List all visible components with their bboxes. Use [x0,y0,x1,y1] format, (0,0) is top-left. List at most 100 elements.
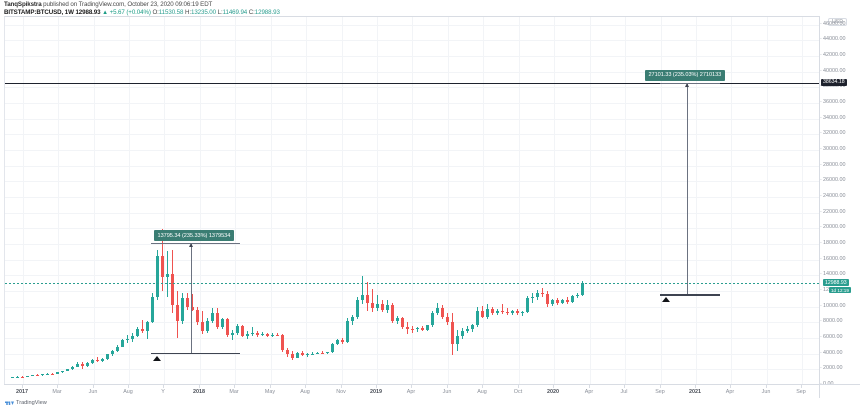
gridline-vertical [483,17,484,384]
candle-body [391,305,394,321]
measure-base-line[interactable] [660,294,720,296]
candle-body [526,298,529,313]
low-label: L: [217,9,223,16]
time-axis-separator [624,385,625,388]
price-axis-tick: -8000.00 [820,318,843,325]
time-axis-separator [270,385,271,388]
gridline-vertical [23,17,24,384]
price-axis-tick: -18000.00 [820,240,846,247]
time-axis-tick: Y [161,389,165,395]
time-axis-separator [447,385,448,388]
candle-body [291,354,294,358]
candle-body [196,309,199,323]
candle-body [331,344,334,353]
time-axis-separator [553,385,554,388]
time-axis-separator [411,385,412,388]
measure-arrow-shaft [191,243,193,353]
time-axis-tick: 2020 [547,389,559,395]
candle-body [71,366,74,370]
open-label: O: [152,9,159,16]
time-axis-separator [766,385,767,388]
candle-body [426,325,429,331]
candle-wick [377,294,378,312]
candle-body [496,310,499,313]
candle-wick [502,303,503,314]
candle-body [211,312,214,321]
axis-corner [819,384,860,398]
candle-body [336,340,339,345]
gridline-vertical [412,17,413,384]
candle-body [521,312,524,314]
candle-body [236,326,239,333]
candle-body [476,310,479,326]
candle-wick [322,351,323,355]
candle-body [296,353,299,358]
candle-body [431,312,434,326]
candle-body [266,334,269,336]
gridline-vertical [271,17,272,384]
gridline-vertical [519,17,520,384]
candle-body [146,321,149,331]
candle-body [256,333,259,335]
candle-wick [252,327,253,337]
candle-wick [412,326,413,334]
price-axis-tick: -28000.00 [820,161,846,168]
candle-body [191,306,194,310]
header-symbol-line: BITSTAMP:BTCUSD, 1W 12988.93 ▲ +5.67 (+0… [4,9,624,17]
price-axis[interactable]: USD -46000.00 -44000.00 -42000.00 -40000.00… [819,16,860,387]
time-axis[interactable]: 2017 Mar Jun Aug Y 2018 Mar May Aug Nov 2019 Apr Jun… [4,384,819,398]
chart-header: TanqSpikstra published on TradingView.co… [4,1,624,17]
candle-body [126,339,129,341]
measure-base-line[interactable] [151,352,240,355]
time-axis-tick: Sep [796,389,806,395]
symbol-title[interactable]: BITSTAMP:BTCUSD, 1W [4,9,74,16]
candle-body [491,309,494,313]
candle-wick [52,372,53,375]
time-axis-tick: Apr [584,389,594,395]
candle-body [301,353,304,356]
price-axis-tick: -16000.00 [820,255,846,262]
candle-body [416,328,419,330]
candle-body [246,334,249,336]
candle-wick [532,293,533,303]
candle-body [311,353,314,355]
chart-plot-area[interactable]: 13795.34 (235.33%) 1379534 27101.33 (235.… [4,16,820,386]
published-note: published on TradingView.com, October 23… [43,1,213,8]
candle-body [461,330,464,337]
time-axis-tick: Apr [725,389,735,395]
candle-body [576,294,579,296]
time-axis-separator [163,385,164,388]
price-axis-tick: -44000.00 [820,36,846,43]
time-axis-tick: Nov [336,389,346,395]
candle-body [366,294,369,303]
candle-body [46,373,49,375]
candle-body [281,335,284,350]
candle-body [406,327,409,329]
measure-arrow-shaft [687,82,689,295]
up-arrow-icon: ▲ [102,10,108,16]
price-axis-tick: -36000.00 [820,99,846,106]
time-axis-tick: 2019 [370,389,382,395]
candle-body [341,340,344,343]
candle-body [271,334,274,336]
price-axis-currency: USD [828,18,847,26]
candle-wick [142,320,143,333]
price-axis-tick: -6000.00 [820,334,843,341]
price-axis-tick: -42000.00 [820,52,846,59]
candle-body [201,322,204,331]
candle-wick [372,288,373,313]
candle-body [116,346,119,351]
time-axis-separator [730,385,731,388]
measure-2020-projection-label[interactable]: 27101.33 (235.03%) 2710133 [644,69,726,81]
candle-body [316,352,319,354]
gridline-vertical [129,17,130,384]
time-axis-separator [305,385,306,388]
candle-body [276,334,279,336]
tradingview-logo-icon [5,401,14,405]
price-axis-tick: -4000.00 [820,349,843,356]
measure-2017-bull-run-label[interactable]: 13795.34 (235.33%) 1379534 [153,230,235,242]
time-axis-separator [695,385,696,388]
candle-wick [507,308,508,315]
candle-wick [362,276,363,305]
price-axis-tick: -40000.00 [820,67,846,74]
